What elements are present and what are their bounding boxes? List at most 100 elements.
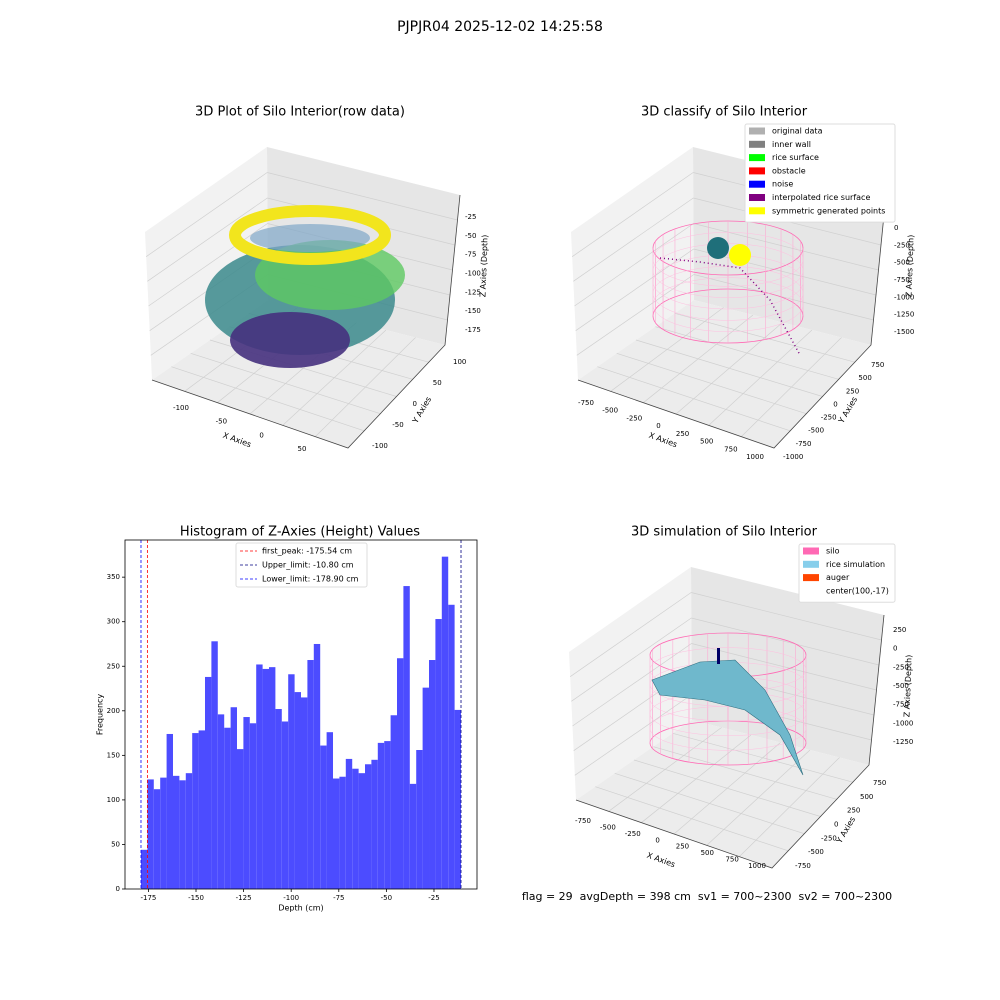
pane-grid bbox=[145, 172, 268, 257]
y-tick-label: 350 bbox=[107, 573, 120, 581]
bar bbox=[397, 658, 404, 889]
legend-label: inner wall bbox=[772, 140, 811, 149]
x-tick-label: 0 bbox=[655, 836, 659, 844]
y-tick-label: 100 bbox=[453, 358, 466, 366]
bar bbox=[249, 723, 257, 889]
bar bbox=[409, 783, 417, 889]
y-tick-label: -500 bbox=[808, 427, 824, 435]
bar bbox=[281, 721, 289, 889]
x-tick-label: -175 bbox=[140, 894, 156, 902]
figure-title: PJPJR04 2025-12-02 14:25:58 bbox=[397, 19, 603, 35]
y-tick-label: 500 bbox=[858, 374, 871, 382]
y-tick-label: 0 bbox=[116, 885, 120, 893]
x-tick-label: -25 bbox=[428, 894, 439, 902]
y-tick-label: 300 bbox=[107, 618, 120, 626]
x-tick-label: 1000 bbox=[748, 862, 766, 870]
legend-label: interpolated rice surface bbox=[772, 193, 870, 202]
y-tick-label: -250 bbox=[821, 414, 837, 422]
x-tick-label: 0 bbox=[259, 431, 263, 439]
bar bbox=[224, 727, 231, 889]
y-tick-label: -50 bbox=[392, 421, 403, 429]
legend-swatch bbox=[749, 180, 765, 188]
bar bbox=[243, 717, 250, 889]
pane-grid bbox=[574, 223, 694, 307]
x-tick-label: -50 bbox=[216, 418, 227, 426]
legend-label: first_peak: -175.54 cm bbox=[262, 547, 352, 556]
chart-title: 3D simulation of Silo Interior bbox=[631, 525, 818, 540]
legend-swatch bbox=[803, 560, 819, 568]
pane-left bbox=[145, 147, 268, 380]
silo-wire bbox=[652, 232, 804, 287]
status-footer: flag = 29 avgDepth = 398 cm sv1 = 700~23… bbox=[522, 890, 892, 903]
z-tick-label: -125 bbox=[465, 288, 481, 296]
y-tick-label: 750 bbox=[873, 779, 886, 787]
bar bbox=[422, 687, 430, 889]
pane-grid bbox=[691, 643, 877, 691]
pane-grid bbox=[576, 274, 695, 356]
legend-label: silo bbox=[826, 547, 840, 556]
x-tick-label: 250 bbox=[676, 430, 689, 438]
pane-grid bbox=[573, 197, 694, 282]
x-tick-label: -125 bbox=[236, 894, 252, 902]
z-tick-label: -500 bbox=[894, 259, 910, 267]
pane-grid bbox=[147, 197, 268, 282]
bar bbox=[358, 773, 366, 889]
x-tick-label: 750 bbox=[724, 445, 737, 453]
bar bbox=[441, 556, 449, 889]
bar bbox=[230, 707, 237, 889]
legend-label: original data bbox=[772, 127, 823, 136]
legend-swatch bbox=[749, 194, 765, 201]
x-tick-label: -100 bbox=[173, 404, 189, 412]
z-axis-label: Z Axies (Depth) bbox=[478, 235, 489, 298]
x-tick-label: -50 bbox=[381, 894, 392, 902]
x-tick-label: 50 bbox=[298, 445, 307, 453]
rice-cloud bbox=[729, 244, 751, 266]
bar bbox=[339, 776, 346, 889]
legend-label: center(100,-17) bbox=[826, 586, 889, 595]
legend-swatch bbox=[749, 167, 765, 175]
legend-label: Upper_limit: -10.80 cm bbox=[262, 561, 354, 570]
y-tick-label: -100 bbox=[372, 442, 388, 450]
bar bbox=[147, 779, 154, 889]
legend-label: Lower_limit: -178.90 cm bbox=[262, 575, 359, 584]
bar bbox=[179, 780, 186, 889]
x-tick-label: -250 bbox=[625, 830, 641, 838]
bar bbox=[320, 745, 327, 889]
y-tick-label: 200 bbox=[107, 707, 120, 715]
pane-grid bbox=[148, 223, 268, 307]
pane-grid bbox=[575, 248, 694, 331]
bar bbox=[140, 849, 148, 889]
y-tick-label: 250 bbox=[846, 387, 859, 395]
pane-grid bbox=[691, 592, 882, 641]
pane-grid bbox=[569, 592, 692, 677]
cloud bbox=[230, 312, 350, 368]
legend-label: symmetric generated points bbox=[772, 206, 885, 215]
legend-box bbox=[798, 543, 896, 603]
y-tick-label: -1000 bbox=[783, 453, 803, 461]
silo-wire bbox=[652, 277, 804, 332]
chart-title: Histogram of Z-Axies (Height) Values bbox=[180, 525, 420, 540]
pane-grid bbox=[693, 223, 879, 271]
bar bbox=[416, 750, 423, 889]
legend-label: auger bbox=[826, 573, 850, 582]
legend-label: rice surface bbox=[772, 153, 819, 162]
z-tick-label: -750 bbox=[894, 276, 910, 284]
legend-box bbox=[235, 542, 368, 588]
y-axis-label: Frequency bbox=[96, 694, 105, 736]
x-tick-label: -500 bbox=[600, 823, 616, 831]
auger bbox=[717, 648, 720, 664]
legend-swatch bbox=[749, 140, 765, 148]
pane-grid bbox=[574, 694, 693, 776]
bar bbox=[345, 758, 353, 889]
x-tick-label: 500 bbox=[700, 438, 713, 446]
bar bbox=[371, 759, 378, 889]
bar bbox=[307, 660, 314, 889]
legend-swatch bbox=[749, 154, 765, 162]
chart-title: 3D Plot of Silo Interior(row data) bbox=[195, 105, 405, 120]
bar bbox=[448, 604, 455, 889]
y-tick-label: -750 bbox=[796, 440, 812, 448]
y-tick-label: -250 bbox=[821, 834, 837, 842]
pane-grid bbox=[572, 643, 692, 727]
y-tick-label: 50 bbox=[111, 840, 120, 848]
